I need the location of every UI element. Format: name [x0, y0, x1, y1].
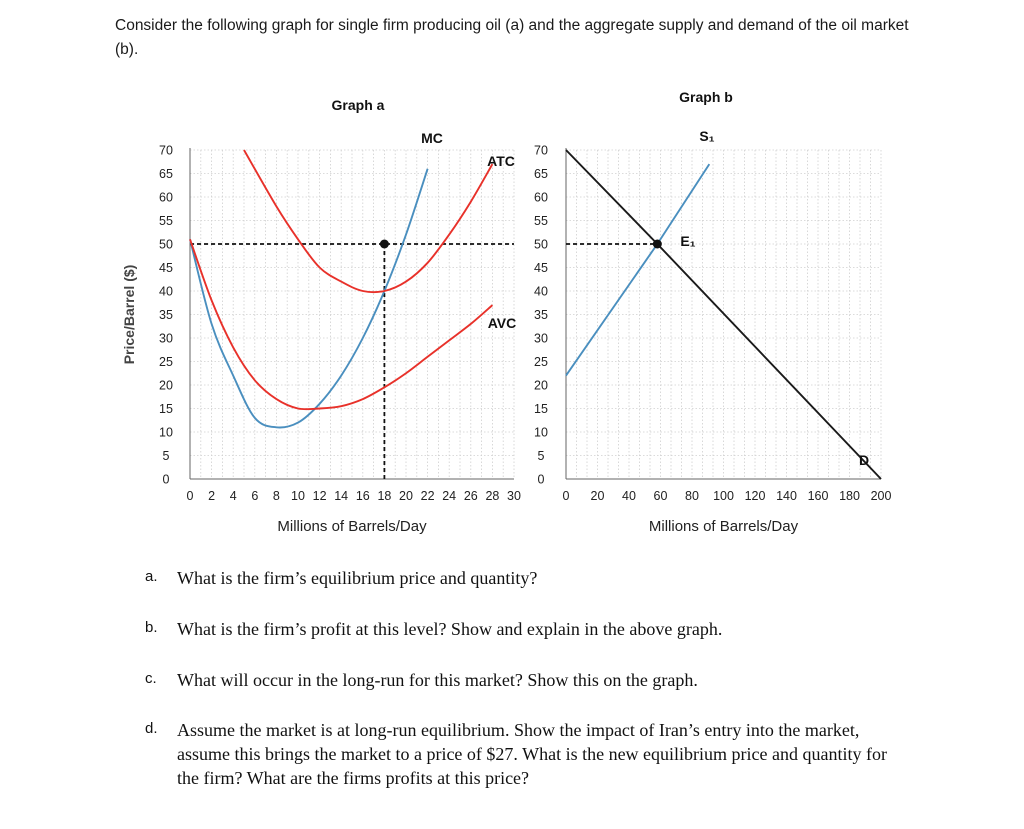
y-tick-label: 15: [159, 402, 173, 416]
y-axis-label: Price/Barrel ($): [121, 265, 137, 365]
x-tick-label: 2: [208, 489, 215, 503]
question-letter: b.: [145, 619, 158, 636]
series-label: AVC: [488, 315, 517, 331]
x-tick-label: 6: [251, 489, 258, 503]
series-label: ATC: [487, 153, 515, 169]
x-tick-label: 30: [507, 489, 521, 503]
x-tick-label: 22: [421, 489, 435, 503]
x-tick-label: 200: [871, 489, 892, 503]
x-tick-label: 60: [654, 489, 668, 503]
question-text: What will occur in the long-run for this…: [177, 670, 698, 690]
y-tick-label: 45: [534, 261, 548, 275]
y-tick-label: 5: [538, 449, 545, 463]
series-label: D: [859, 452, 869, 468]
y-tick-label: 70: [159, 144, 173, 158]
y-tick-label: 0: [538, 473, 545, 487]
y-tick-label: 50: [534, 238, 548, 252]
x-tick-label: 8: [273, 489, 280, 503]
x-tick-label: 14: [334, 489, 348, 503]
y-tick-label: 30: [534, 332, 548, 346]
series-line-1: [189, 168, 429, 429]
x-tick-label: 140: [776, 489, 797, 503]
graph-b: 0 5 10 15 20 25 30 35 40 45 50 55 60 65 70 0 20 40 60 80 100…: [534, 89, 891, 535]
y-tick-label: 40: [159, 285, 173, 299]
series-line-3: [189, 238, 494, 411]
y-tick-label: 20: [534, 379, 548, 393]
x-tick-labels: 0 20 40 60 80 100 120 140 160 180 200: [563, 489, 892, 503]
series-label: S₁: [699, 128, 714, 144]
question-letter: c.: [145, 670, 157, 687]
series-line-1: [565, 163, 711, 377]
x-tick-label: 28: [485, 489, 499, 503]
x-tick-label: 100: [713, 489, 734, 503]
series-label: MC: [421, 130, 443, 146]
question-letter: d.: [145, 720, 158, 737]
question-text: What is the firm’s equilibrium price and…: [177, 568, 538, 588]
x-tick-label: 26: [464, 489, 478, 503]
x-tick-label: 40: [622, 489, 636, 503]
question-text: Assume the market is at long-run equilib…: [177, 720, 887, 788]
y-tick-label: 35: [159, 308, 173, 322]
y-tick-label: 25: [534, 355, 548, 369]
x-axis-label: Millions of Barrels/Day: [277, 518, 427, 535]
x-tick-label: 24: [442, 489, 456, 503]
y-tick-label: 65: [159, 167, 173, 181]
x-tick-labels: 0 2 4 6 8 10 12 14 16 18 20 22 24 26 28 30: [187, 489, 521, 503]
y-tick-label: 60: [534, 191, 548, 205]
y-tick-label: 15: [534, 402, 548, 416]
x-tick-label: 10: [291, 489, 305, 503]
grid: [565, 149, 882, 480]
x-axis-label: Millions of Barrels/Day: [649, 518, 799, 535]
chart-title: Graph a: [332, 97, 385, 113]
x-tick-label: 180: [839, 489, 860, 503]
y-tick-label: 70: [534, 144, 548, 158]
intro-text: Consider the following graph for single …: [115, 17, 909, 58]
y-tick-label: 10: [159, 426, 173, 440]
chart-title: Graph b: [679, 89, 733, 105]
y-tick-label: 60: [159, 191, 173, 205]
x-tick-label: 4: [230, 489, 237, 503]
y-tick-label: 20: [159, 379, 173, 393]
y-tick-labels: 0 5 10 15 20 25 30 35 40 45 50 55 60 65 70: [534, 144, 548, 487]
x-tick-label: 18: [377, 489, 391, 503]
series-line-2: [243, 149, 494, 294]
y-tick-label: 55: [534, 214, 548, 228]
question-letter: a.: [145, 568, 158, 585]
x-tick-label: 0: [563, 489, 570, 503]
y-tick-label: 40: [534, 285, 548, 299]
equilibrium-point: [379, 239, 389, 249]
x-tick-label: 20: [591, 489, 605, 503]
y-tick-label: 35: [534, 308, 548, 322]
y-tick-label: 25: [159, 355, 173, 369]
y-tick-label: 45: [159, 261, 173, 275]
x-tick-label: 16: [356, 489, 370, 503]
x-tick-label: 0: [187, 489, 194, 503]
grid: [189, 149, 515, 480]
y-tick-label: 65: [534, 167, 548, 181]
question-text: What is the firm’s profit at this level?…: [177, 619, 723, 639]
equilibrium-point: [652, 239, 662, 249]
x-tick-label: 120: [745, 489, 766, 503]
point-label: E₁: [680, 233, 695, 249]
x-tick-label: 160: [808, 489, 829, 503]
x-tick-label: 80: [685, 489, 699, 503]
y-tick-label: 50: [159, 238, 173, 252]
y-tick-label: 10: [534, 426, 548, 440]
y-tick-label: 5: [163, 449, 170, 463]
y-tick-label: 0: [163, 473, 170, 487]
y-tick-label: 30: [159, 332, 173, 346]
y-tick-labels: 0 5 10 15 20 25 30 35 40 45 50 55 60 65 70: [159, 144, 173, 487]
y-tick-label: 55: [159, 214, 173, 228]
x-tick-label: 12: [313, 489, 327, 503]
x-tick-label: 20: [399, 489, 413, 503]
